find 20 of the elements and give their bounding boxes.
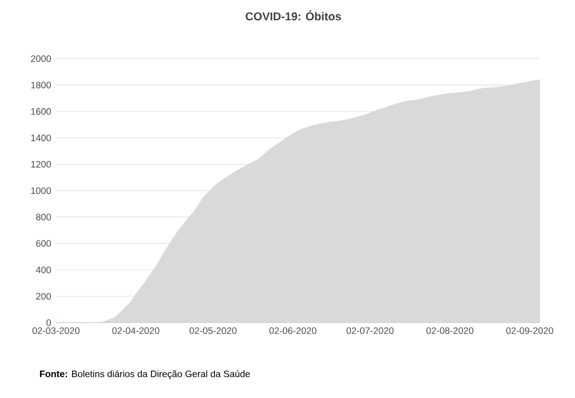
y-tick-label: 2000 [30, 55, 51, 62]
y-tick-label: 1800 [31, 82, 51, 88]
y-tick-label: 1000 [31, 187, 51, 194]
chart-title: COVID-19: Óbitos [246, 10, 341, 20]
x-tick-label: 02-05-2020 [190, 327, 237, 334]
y-tick-label: 400 [36, 266, 51, 274]
y-tick-label: 1600 [31, 108, 51, 115]
y-tick-label: 1200 [31, 160, 51, 168]
x-tick-label: 02-09-2020 [506, 327, 554, 334]
x-tick-label: 02-03-2020 [32, 327, 80, 334]
y-tick-label: 0 [46, 319, 51, 326]
x-tick-label: 02-04-2020 [112, 327, 160, 334]
y-tick-label: 200 [36, 292, 51, 300]
text: Fonte: Boletins diários da Direção Geral da Saúde [40, 370, 250, 380]
y-tick-label: 600 [36, 240, 51, 247]
y-tick-label: 1400 [31, 134, 51, 142]
x-tick-label: 02-07-2020 [346, 327, 394, 334]
x-tick-label: 02-06-2020 [269, 327, 316, 334]
x-tick-label: 02-08-2020 [426, 327, 474, 334]
y-tick-label: 800 [36, 214, 51, 220]
